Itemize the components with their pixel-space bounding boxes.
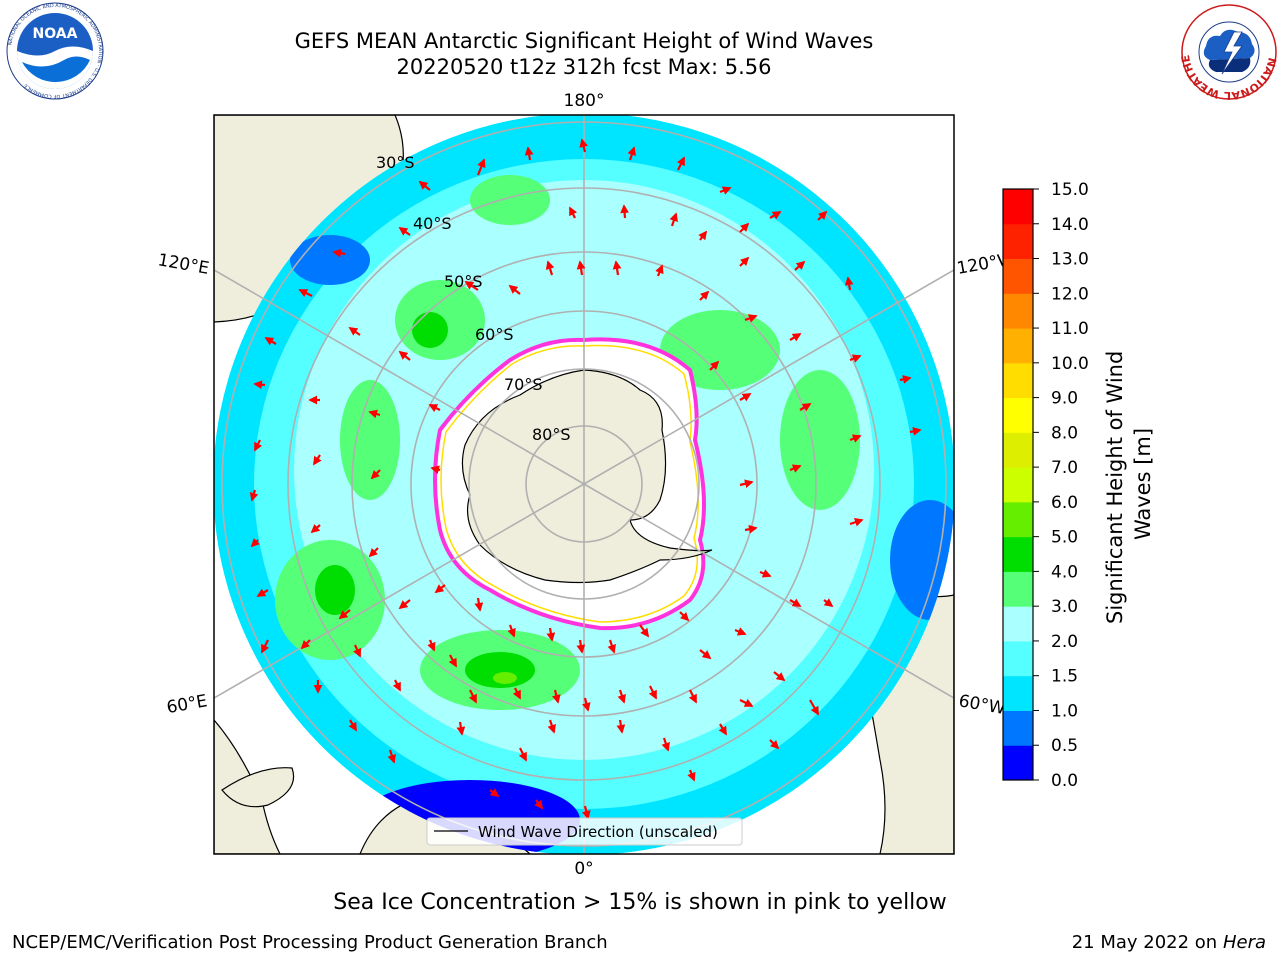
colorbar-swatch [1003, 293, 1033, 329]
lon-label-60w: 60°W [957, 691, 1007, 719]
colorbar-swatch [1003, 467, 1033, 503]
lat-label-40s: 40°S [413, 214, 452, 233]
map-subtitle: 20220520 t12z 312h fcst Max: 5.56 [396, 55, 772, 79]
noaa-logo: NOAA NATIONAL OCEANIC AND ATMOSPHERIC AD… [6, 2, 104, 100]
colorbar: 0.0 0.5 1.0 1.5 2.0 3.0 4.0 5.0 6.0 7.0 8.0 9.0 10.0… [1002, 180, 1155, 791]
map-title: GEFS MEAN Antarctic Significant Height o… [294, 29, 874, 53]
lat-label-60s: 60°S [475, 325, 514, 344]
colorbar-swatch [1003, 258, 1033, 294]
colorbar-tick-label: 14.0 [1051, 215, 1089, 235]
colorbar-tick-label: 8.0 [1051, 423, 1078, 443]
colorbar-tick-label: 9.0 [1051, 389, 1078, 409]
svg-text:Significant Height of Wind: Significant Height of Wind Waves [m] [1103, 344, 1155, 624]
colorbar-tick-label: 12.0 [1051, 284, 1089, 304]
colorbar-tick-label: 5.0 [1051, 528, 1078, 548]
colorbar-swatch [1003, 397, 1033, 433]
colorbar-swatch [1003, 606, 1033, 642]
colorbar-tick-label: 3.0 [1051, 597, 1078, 617]
lon-label-180: 180° [564, 91, 605, 111]
credit-text: NCEP/EMC/Verification Post Processing Pr… [12, 932, 608, 953]
colorbar-tick-label: 6.0 [1051, 493, 1078, 513]
lat-label-70s: 70°S [504, 375, 543, 394]
colorbar-swatch [1003, 223, 1033, 260]
graticule [214, 115, 954, 854]
land-madagascar [221, 767, 295, 808]
colorbar-tick-label: 7.0 [1051, 458, 1078, 478]
colorbar-swatch [1003, 745, 1033, 781]
land-antarctica [461, 369, 713, 584]
legend-label: Wind Wave Direction (unscaled) [478, 823, 718, 841]
colorbar-swatch [1003, 432, 1033, 468]
lat-label-50s: 50°S [444, 272, 483, 291]
colorbar-tick-label: 15.0 [1051, 180, 1089, 200]
colorbar-tick-label: 10.0 [1051, 354, 1089, 374]
run-date: 21 May 2022 on Hera [1072, 932, 1266, 953]
colorbar-swatch [1003, 328, 1033, 364]
colorbar-label-line1: Significant Height of Wind [1103, 351, 1127, 624]
sea-ice-note: Sea Ice Concentration > 15% is shown in … [333, 890, 947, 915]
colorbar-tick-label: 0.5 [1051, 736, 1078, 756]
lat-label-30s: 30°S [376, 153, 415, 172]
colorbar-swatch [1003, 501, 1033, 538]
map-legend: Wind Wave Direction (unscaled) [426, 817, 743, 846]
noaa-logo-text: NOAA [33, 26, 78, 42]
colorbar-swatch [1003, 362, 1033, 399]
wind-wave-arrows [249, 138, 922, 820]
nws-logo: NATIONAL WEATHER SERVICE [1180, 2, 1278, 100]
lon-label-60e: 60°E [165, 691, 209, 718]
colorbar-swatch [1003, 675, 1033, 711]
lat-label-80s: 80°S [532, 425, 571, 444]
colorbar-tick-label: 4.0 [1051, 562, 1078, 582]
colorbar-tick-label: 11.0 [1051, 319, 1089, 339]
run-date-text: 21 May 2022 on [1071, 932, 1218, 953]
colorbar-tick-label: 1.0 [1051, 701, 1078, 721]
colorbar-swatch [1003, 640, 1033, 677]
colorbar-tick-label: 1.5 [1051, 667, 1078, 687]
lon-label-0: 0° [574, 859, 593, 879]
colorbar-swatch [1003, 536, 1033, 572]
host-name: Hera [1222, 932, 1266, 953]
colorbar-tick-label: 0.0 [1051, 771, 1078, 791]
colorbar-swatch [1003, 571, 1033, 607]
lon-label-120e: 120°E [156, 250, 210, 279]
colorbar-swatch [1003, 710, 1033, 746]
map-frame [213, 114, 955, 855]
colorbar-tick-label: 2.0 [1051, 632, 1078, 652]
colorbar-swatch [1003, 189, 1033, 225]
colorbar-label-line2: Waves [m] [1131, 428, 1155, 540]
colorbar-tick-label: 13.0 [1051, 250, 1089, 270]
